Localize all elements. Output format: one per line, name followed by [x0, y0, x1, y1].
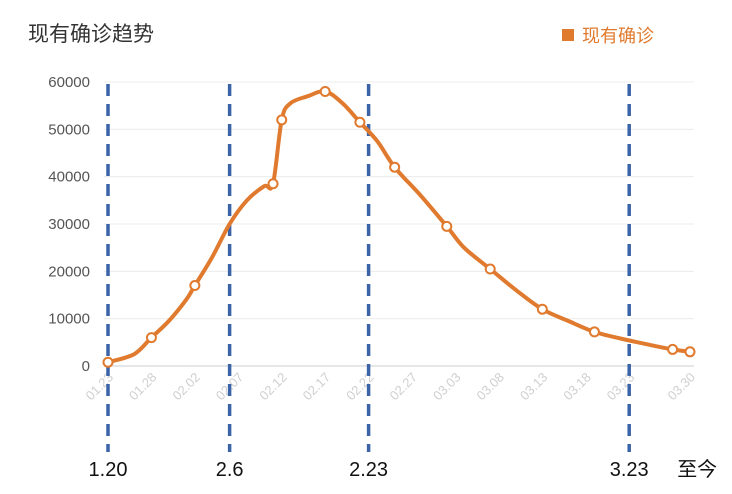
y-tick-label: 10000 — [48, 311, 90, 328]
x-tick-label: 02.22 — [343, 370, 377, 404]
data-point — [484, 263, 496, 275]
data-point — [319, 85, 331, 97]
data-point — [145, 332, 157, 344]
chart-title: 现有确诊趋势 — [28, 22, 154, 46]
x-tick-label: 02.12 — [256, 370, 290, 404]
x-tick-label: 03.03 — [430, 370, 464, 404]
annotation-tail-label: 至今 — [677, 458, 717, 481]
data-point — [267, 178, 279, 190]
data-point — [536, 303, 548, 315]
data-point — [354, 116, 366, 128]
x-axis: 01.23 01.28 02.02 02.07 02.12 02.17 02.22 02.27… — [83, 370, 699, 404]
legend-swatch — [562, 29, 574, 41]
y-tick-label: 50000 — [48, 121, 90, 138]
series-layer — [102, 85, 696, 368]
grid-layer — [104, 81, 694, 367]
y-tick-label: 0 — [82, 358, 90, 375]
y-tick-label: 60000 — [48, 74, 90, 91]
x-tick-label: 02.02 — [169, 370, 203, 404]
annotation-lines — [106, 84, 631, 452]
x-tick-label: 02.17 — [300, 370, 334, 404]
y-tick-label: 30000 — [48, 216, 90, 233]
x-tick-label: 03.08 — [473, 370, 507, 404]
annotation-label: 3.23 — [610, 459, 649, 481]
data-point — [684, 346, 696, 358]
series-line — [106, 89, 692, 365]
data-point — [441, 220, 453, 232]
y-axis: 0 10000 20000 30000 40000 50000 60000 — [48, 74, 90, 375]
data-point — [389, 161, 401, 173]
annotation-label: 2.23 — [349, 459, 388, 481]
x-tick-label: 03.13 — [517, 370, 551, 404]
y-tick-label: 20000 — [48, 263, 90, 280]
annotation-label: 1.20 — [89, 459, 128, 481]
legend-label: 现有确诊 — [582, 26, 654, 47]
data-point — [276, 114, 288, 126]
data-point — [588, 326, 600, 338]
chart-legend[interactable]: 现有确诊 — [562, 22, 654, 48]
x-tick-label: 02.27 — [387, 370, 421, 404]
data-point — [667, 343, 679, 355]
data-point — [102, 356, 114, 368]
annotation-labels: 1.20 2.6 2.23 3.23 至今 — [89, 458, 718, 481]
y-tick-label: 40000 — [48, 169, 90, 186]
annotation-label: 2.6 — [216, 459, 244, 481]
x-tick-label: 03.18 — [560, 370, 594, 404]
x-tick-label: 03.23 — [604, 370, 638, 404]
x-tick-label: 03.30 — [665, 370, 699, 404]
x-tick-label: 01.28 — [126, 370, 160, 404]
data-point — [189, 280, 201, 292]
